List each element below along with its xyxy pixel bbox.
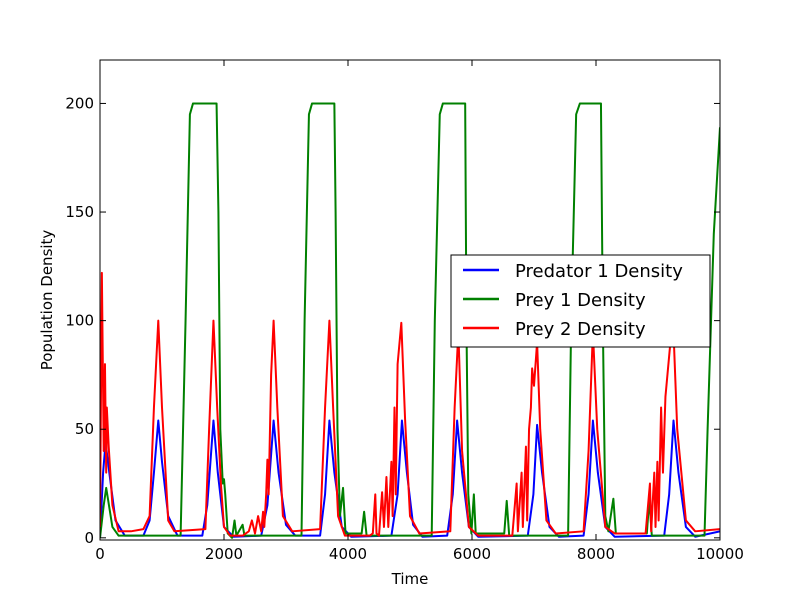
legend: Predator 1 Density Prey 1 Density Prey 2 D… [450, 254, 711, 348]
legend-label: Prey 2 Density [515, 319, 646, 340]
x-tick-label: 10000 [696, 545, 744, 563]
x-tick-label: 0 [95, 545, 105, 563]
y-tick-label: 0 [84, 529, 94, 547]
series-line [100, 271, 720, 537]
y-tick-label: 50 [75, 420, 94, 438]
plot-frame [99, 59, 721, 541]
y-tick-label: 100 [65, 312, 94, 330]
x-tick-label: 4000 [329, 545, 367, 563]
y-tick-label: 200 [65, 94, 94, 112]
y-tick-label: 150 [65, 203, 94, 221]
series-line [100, 102, 720, 539]
x-tick-label: 6000 [453, 545, 491, 563]
x-axis-label: Time [391, 570, 429, 588]
x-tick-label: 8000 [577, 545, 615, 563]
x-tick-label: 2000 [205, 545, 243, 563]
legend-label: Predator 1 Density [515, 261, 683, 282]
y-axis-label: Population Density [38, 230, 56, 371]
plot-lines [100, 102, 720, 539]
legend-label: Prey 1 Density [515, 290, 646, 311]
